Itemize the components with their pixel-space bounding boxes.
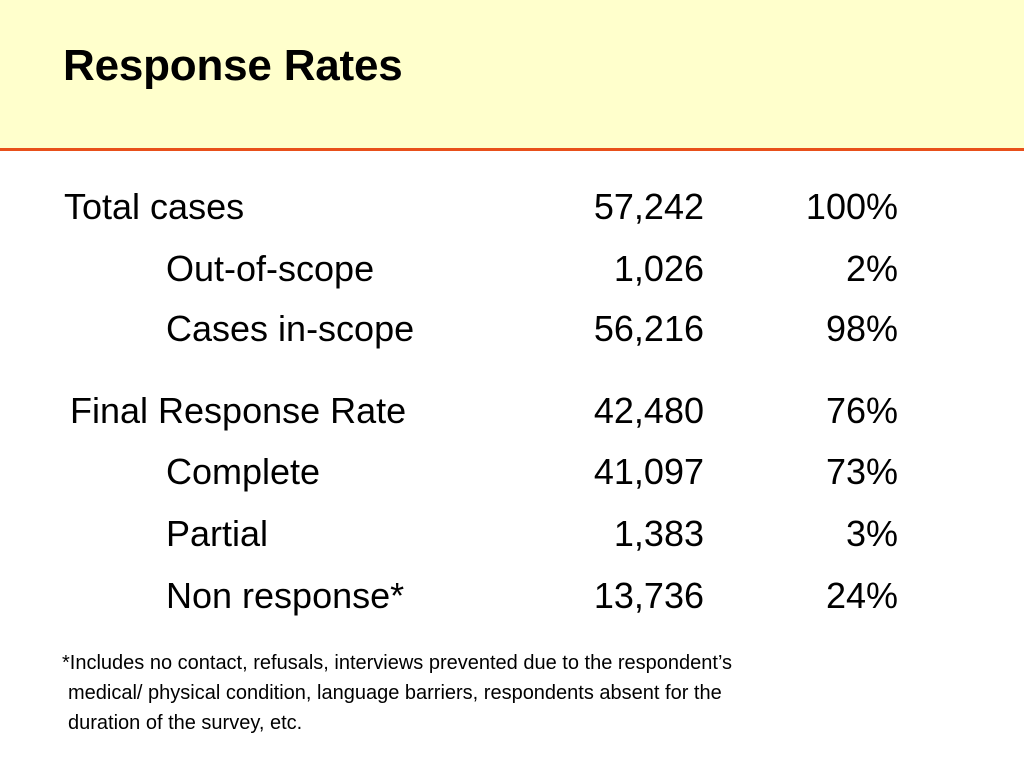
row-percent: 76% <box>825 390 898 431</box>
row-percent: 3% <box>845 513 898 554</box>
footnote-line: *Includes no contact, refusals, intervie… <box>62 652 733 674</box>
row-label: Complete <box>166 451 321 492</box>
row-label: Out-of-scope <box>166 248 375 289</box>
table-row-total-cases: Total cases 57,242 100% <box>0 183 1024 231</box>
table-row-final-response-rate: Final Response Rate 42,480 76% <box>0 387 1024 435</box>
table-row-out-of-scope: Out-of-scope 1,026 2% <box>0 245 1024 293</box>
table-row-complete: Complete 41,097 73% <box>0 448 1024 496</box>
slide-title: Response Rates <box>63 41 403 90</box>
row-label: Cases in-scope <box>166 308 415 349</box>
row-count: 1,026 <box>613 248 704 289</box>
row-count: 13,736 <box>593 575 704 616</box>
row-label: Final Response Rate <box>70 390 407 431</box>
row-count: 41,097 <box>593 451 704 492</box>
row-label: Total cases <box>64 186 245 227</box>
table-row-non-response: Non response* 13,736 24% <box>0 572 1024 620</box>
footnote-line: medical/ physical condition, language ba… <box>68 682 722 704</box>
row-count: 56,216 <box>593 308 704 349</box>
row-count: 42,480 <box>593 390 704 431</box>
row-percent: 73% <box>825 451 898 492</box>
row-percent: 100% <box>805 186 898 227</box>
footnote-line: duration of the survey, etc. <box>68 712 303 734</box>
header-divider <box>0 148 1024 151</box>
row-percent: 24% <box>825 575 898 616</box>
row-count: 57,242 <box>593 186 704 227</box>
table-row-cases-in-scope: Cases in-scope 56,216 98% <box>0 305 1024 353</box>
row-percent: 98% <box>825 308 898 349</box>
row-label: Partial <box>166 513 269 554</box>
footnote: *Includes no contact, refusals, intervie… <box>62 648 962 738</box>
row-label: Non response* <box>166 575 405 616</box>
title-banner: Response Rates <box>0 0 1024 149</box>
table-row-partial: Partial 1,383 3% <box>0 510 1024 558</box>
row-percent: 2% <box>845 248 898 289</box>
row-count: 1,383 <box>613 513 704 554</box>
